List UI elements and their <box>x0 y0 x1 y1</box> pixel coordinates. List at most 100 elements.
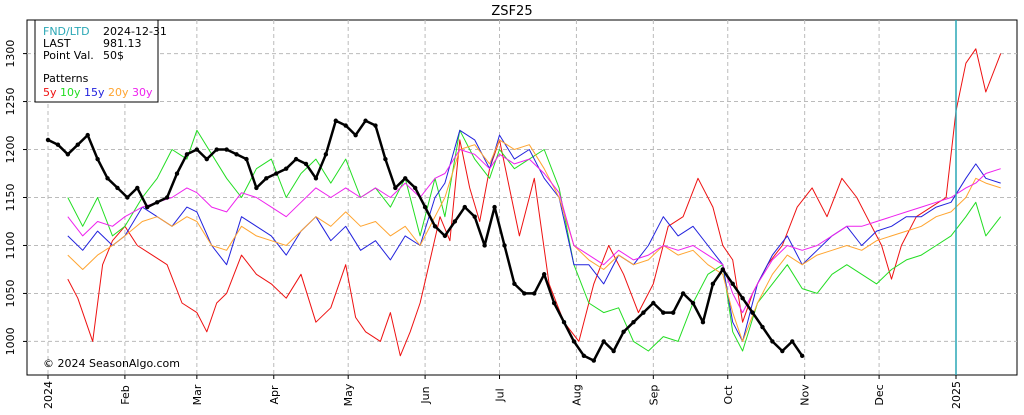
price-point <box>730 281 735 287</box>
price-point <box>651 300 656 306</box>
last-label: LAST <box>43 37 71 50</box>
series-line-20y <box>67 139 1001 342</box>
point-value-label: Point Val. <box>43 49 94 62</box>
price-point <box>452 219 458 224</box>
x-tick-label: May <box>342 383 355 406</box>
price-point <box>532 291 537 296</box>
price-point <box>551 300 557 306</box>
price-point <box>85 132 90 138</box>
price-point <box>670 310 676 315</box>
price-point <box>770 339 775 344</box>
x-tick-label: Mar <box>191 384 204 405</box>
grid-lines <box>27 20 1017 375</box>
price-point <box>363 118 368 123</box>
x-tick-label: Aug <box>570 384 583 405</box>
series-line-15y <box>67 129 1001 342</box>
series-line-5y <box>67 48 1002 357</box>
price-point <box>780 348 785 354</box>
price-point <box>591 358 596 363</box>
x-tick-label: 2025 <box>950 381 963 409</box>
price-point <box>343 123 348 128</box>
series-lines <box>45 48 1002 363</box>
y-tick-label: 1200 <box>4 136 17 164</box>
price-point <box>502 243 507 248</box>
price-point <box>472 214 477 219</box>
last-value: 981.13 <box>103 37 142 50</box>
price-point <box>283 166 289 171</box>
price-point <box>462 204 467 210</box>
price-point <box>661 310 666 315</box>
y-tick-label: 1100 <box>4 231 17 259</box>
price-point <box>214 147 219 152</box>
fnd-label: FND/LTD <box>43 25 90 38</box>
price-point <box>403 176 408 181</box>
price-point <box>432 224 438 229</box>
price-point <box>313 176 319 181</box>
price-point <box>65 152 71 157</box>
price-point <box>164 195 170 200</box>
price-point <box>174 171 180 176</box>
price-point <box>234 152 239 157</box>
price-point <box>799 353 805 359</box>
price-point <box>482 243 487 248</box>
y-tick-label: 1150 <box>4 184 17 212</box>
price-point <box>95 156 100 162</box>
price-point <box>145 204 150 210</box>
legend: 5y 10y 15y 20y 30y <box>43 86 153 99</box>
price-point <box>601 339 606 344</box>
point-value: 50$ <box>103 49 124 62</box>
price-point <box>561 320 567 325</box>
y-axis-ticks: 1000 1050 1100 1150 1200 1250 1300 <box>4 40 27 355</box>
legend-item-10y: 10y <box>57 86 81 99</box>
price-point <box>760 324 765 330</box>
price-point <box>135 185 140 191</box>
price-point <box>631 320 636 325</box>
price-point <box>244 156 249 162</box>
price-point <box>641 310 646 315</box>
price-point <box>512 281 517 287</box>
series-line-30y <box>67 149 1001 314</box>
x-axis-ticks: 2024 Feb Mar Apr May Jun Jul Aug Sep Oct Nov Dec 202… <box>42 375 963 409</box>
price-point <box>254 185 259 191</box>
price-point <box>323 152 329 157</box>
price-point <box>204 156 209 162</box>
price-point <box>333 118 338 123</box>
price-point <box>790 339 795 344</box>
price-point <box>710 281 716 287</box>
price-point <box>720 267 725 272</box>
price-point <box>383 156 388 162</box>
price-point <box>690 300 696 306</box>
price-point <box>274 171 279 176</box>
price-point <box>492 204 497 210</box>
price-point <box>393 185 398 191</box>
price-point <box>75 142 80 147</box>
price-point <box>45 137 51 143</box>
price-point <box>422 204 428 210</box>
legend-item-15y: 15y <box>81 86 105 99</box>
price-point <box>412 185 418 191</box>
x-tick-label: Dec <box>873 384 886 405</box>
y-tick-label: 1300 <box>4 40 17 68</box>
price-point <box>541 272 547 277</box>
x-tick-label: 2024 <box>42 381 55 409</box>
price-point <box>680 291 686 296</box>
price-point <box>264 176 269 181</box>
legend-item-30y: 30y <box>129 86 153 99</box>
x-tick-label: Sep <box>647 385 660 406</box>
price-point <box>700 320 706 325</box>
info-box-frame <box>34 19 159 103</box>
price-point <box>125 195 130 200</box>
price-point <box>154 200 160 205</box>
chart-title: ZSF25 <box>491 4 532 19</box>
series-line-10y <box>67 129 1002 352</box>
legend-item-5y: 5y <box>43 86 57 99</box>
fnd-value: 2024-12-31 <box>103 25 167 38</box>
price-point <box>115 185 120 191</box>
copyright: © 2024 SeasonAlgo.com <box>43 357 180 370</box>
price-point <box>293 156 299 162</box>
price-point <box>303 161 309 167</box>
price-point <box>373 123 378 128</box>
price-point <box>353 132 358 138</box>
price-point <box>194 147 200 152</box>
